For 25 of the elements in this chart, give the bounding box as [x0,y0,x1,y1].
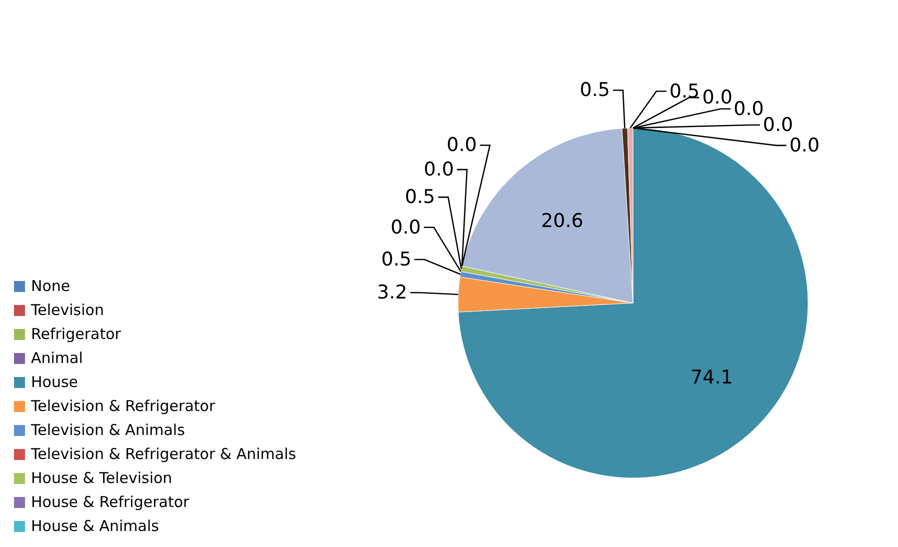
legend-label: Television & Refrigerator & Animals [31,444,296,465]
data-label: 0.5 [669,80,700,102]
data-label: 0.5 [580,79,610,102]
text: 0.0 [702,86,732,109]
text: 0.0 [762,114,794,136]
legend-label: House & Animals [31,516,159,537]
data-label: 20.6 [541,210,584,232]
legend-label: Refrigerator [31,324,121,345]
text: 0.0 [446,134,477,156]
legend-label: Television & Refrigerator [31,396,216,417]
legend-label: Animal [31,348,83,369]
data-label: 74.1 [690,366,733,389]
legend-label: House & Refrigerator [31,492,190,513]
data-label: 0.5 [404,186,436,208]
text: 0.0 [734,98,764,120]
text: 0.0 [789,134,820,156]
legend-label: None [31,276,70,297]
text: 0.0 [390,216,421,238]
data-label: 0.5 [381,248,412,270]
legend-label: Television & Animals [31,420,185,441]
text: 0.0 [424,158,454,181]
data-label: 3.2 [377,282,408,304]
legend-label: House [31,372,78,393]
legend-label: House & Television [31,468,172,489]
legend-label: Television [31,300,104,321]
